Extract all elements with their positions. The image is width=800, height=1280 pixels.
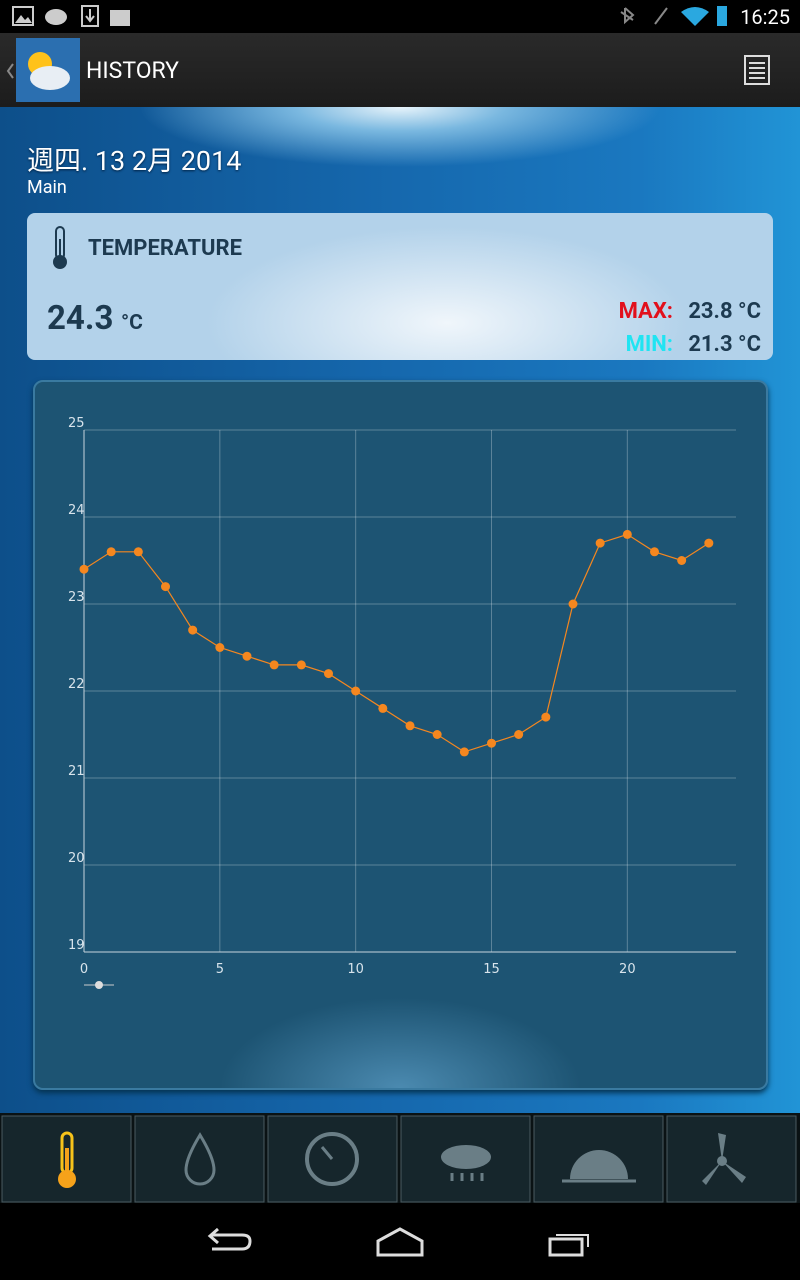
data-point — [351, 686, 361, 696]
current-value: 24.3 — [47, 299, 114, 338]
data-point — [568, 599, 578, 609]
y-tick-label: 25 — [68, 416, 85, 431]
screen-title: HISTORY — [86, 57, 179, 84]
chart: 19 20 21 22 23 24 25 0 5 10 15 20 — [68, 416, 736, 989]
y-tick-label: 21 — [68, 764, 85, 779]
x-tick-label: 0 — [80, 962, 88, 977]
chart-panel — [33, 380, 768, 1090]
status-indicators — [620, 6, 727, 26]
tab-temperature[interactable] — [1, 1115, 132, 1203]
current-unit: °C — [121, 311, 143, 335]
tab-icons — [1, 1115, 797, 1203]
min-label: MIN: — [625, 332, 673, 357]
clock: 16:25 — [740, 5, 790, 29]
data-point — [541, 712, 551, 722]
data-point — [215, 643, 225, 652]
data-point — [459, 747, 469, 757]
x-tick-label: 5 — [216, 962, 224, 977]
y-tick-label: 23 — [68, 590, 85, 605]
data-point — [405, 721, 415, 731]
data-point — [704, 538, 714, 548]
data-point — [650, 547, 659, 557]
x-tick-label: 15 — [483, 962, 500, 977]
data-point — [133, 547, 143, 557]
nav-buttons — [207, 1227, 589, 1257]
y-tick-label: 24 — [68, 503, 85, 518]
tab-pressure[interactable] — [267, 1115, 398, 1203]
data-point — [269, 660, 279, 670]
data-point — [677, 556, 687, 565]
x-tick-label: 10 — [347, 962, 364, 977]
status-icons — [12, 5, 130, 27]
tab-humidity[interactable] — [134, 1115, 265, 1203]
temperature-card: TEMPERATURE 24.3 °C MAX: 23.8 °C MIN: 21… — [27, 213, 773, 360]
menu-button[interactable] — [742, 53, 772, 87]
thermometer-icon — [53, 226, 67, 269]
max-label: MAX: — [618, 299, 673, 324]
tab-rain[interactable] — [400, 1115, 531, 1203]
data-point — [242, 651, 252, 661]
back-button[interactable] — [207, 1227, 252, 1251]
legend-symbol — [84, 981, 114, 989]
status-bar: 16:25 — [0, 0, 800, 33]
x-tick-label: 20 — [619, 962, 636, 977]
tab-bar — [0, 1113, 800, 1203]
data-point — [622, 529, 632, 539]
min-value: 21.3 °C — [688, 332, 761, 357]
data-point — [487, 738, 496, 748]
data-point — [161, 582, 170, 592]
y-tick-label: 22 — [68, 677, 85, 692]
y-tick-label: 20 — [68, 851, 85, 866]
data-point — [296, 660, 306, 670]
home-button[interactable] — [376, 1227, 424, 1257]
data-point — [188, 625, 198, 635]
app-icon[interactable] — [2, 36, 82, 106]
tab-wind[interactable] — [666, 1115, 797, 1203]
data-point — [378, 703, 388, 713]
data-point — [432, 730, 442, 739]
data-point — [324, 669, 333, 679]
data-point — [514, 730, 524, 739]
data-point — [106, 547, 116, 557]
card-label: TEMPERATURE — [88, 236, 242, 261]
station: Main — [27, 177, 67, 198]
data-point — [595, 538, 605, 548]
navigation-bar — [0, 1203, 800, 1280]
max-value: 23.8 °C — [688, 299, 761, 324]
data-line — [83, 533, 710, 753]
recents-button[interactable] — [548, 1234, 589, 1257]
date: 週四. 13 2月 2014 — [27, 145, 242, 177]
action-bar: HISTORY — [0, 33, 800, 108]
y-tick-label: 19 — [68, 938, 85, 953]
data-point — [79, 564, 89, 574]
tab-uv[interactable] — [533, 1115, 664, 1203]
